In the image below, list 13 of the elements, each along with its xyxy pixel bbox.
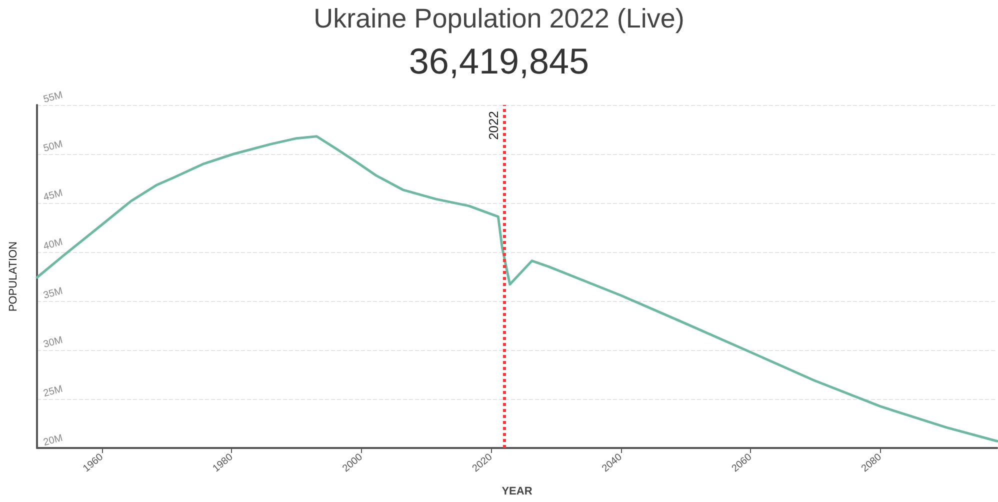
y-tick-label: 45M — [42, 188, 64, 204]
y-tick-label: 30M — [42, 334, 64, 350]
y-tick-label: 55M — [42, 90, 64, 106]
y-tick-label: 50M — [42, 138, 64, 154]
chart-title: Ukraine Population 2022 (Live) — [314, 4, 684, 34]
y-tick-label: 35M — [42, 286, 64, 302]
y-tick-label: 40M — [42, 236, 64, 252]
ref-line-label: 2022 — [486, 111, 502, 140]
chart-subtitle: 36,419,845 — [408, 40, 590, 82]
y-tick-label: 25M — [42, 384, 64, 400]
x-axis-title: YEAR — [502, 486, 532, 498]
y-tick-label: 20M — [42, 432, 64, 448]
y-axis-title: POPULATION — [8, 241, 20, 312]
